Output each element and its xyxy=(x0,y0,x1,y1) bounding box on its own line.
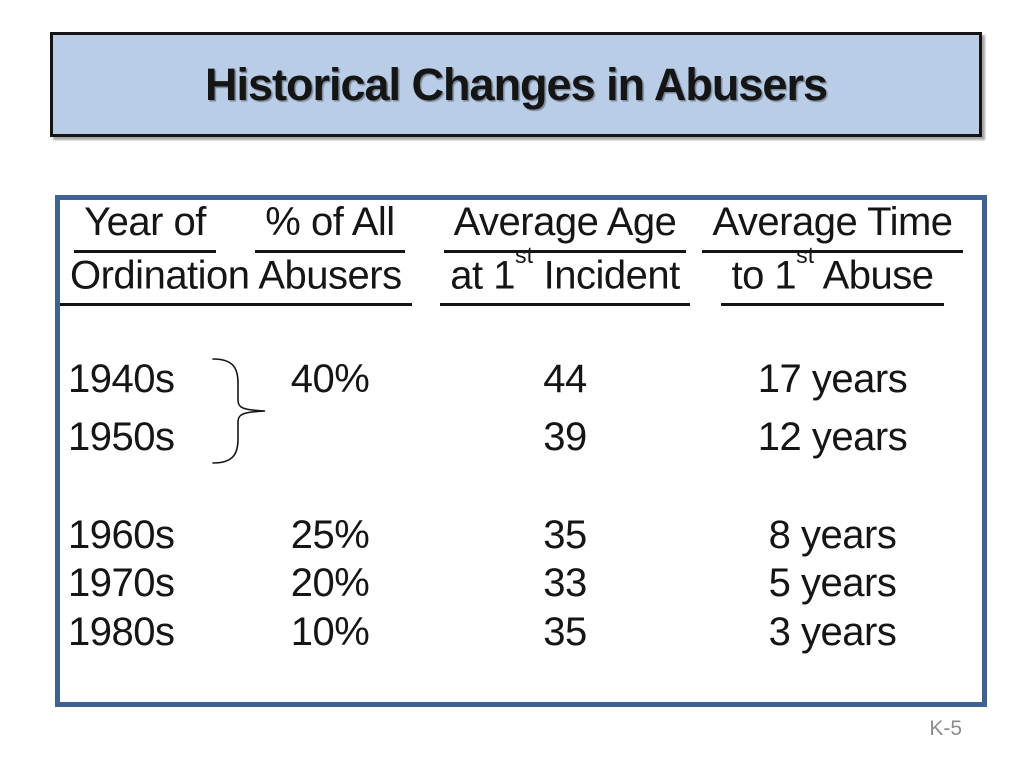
header-age-line1: Average Age xyxy=(430,200,700,253)
header-pct-line1: % of All xyxy=(230,200,430,253)
header-time-line2: to 1st Abuse xyxy=(700,242,965,307)
cell-age: 44 xyxy=(543,356,587,401)
table-header-row-1: Year of % of All Average Age Average Tim… xyxy=(60,200,982,253)
header-age-line2-post: Incident xyxy=(533,253,681,298)
cell-year: 1950s xyxy=(68,414,175,459)
cell-pct: 10% xyxy=(290,609,370,654)
slide-title: Historical Changes in Abusers xyxy=(204,58,828,110)
table-row: 1980s 10% 35 3 years xyxy=(60,604,982,660)
cell-time: 8 years xyxy=(768,512,897,557)
header-age-line1-text: Average Age xyxy=(443,200,687,253)
header-year-line1-text: Year of xyxy=(74,200,216,253)
right-curly-brace-icon xyxy=(212,358,266,464)
table: Year of % of All Average Age Average Tim… xyxy=(60,200,982,702)
cell-pct: 40% xyxy=(290,356,370,401)
table-row: 1960s 25% 35 8 years xyxy=(60,507,982,563)
table-row: 1940s 40% 44 17 years xyxy=(60,351,982,407)
cell-age: 39 xyxy=(543,414,587,459)
title-banner: Historical Changes in Abusers xyxy=(50,32,982,137)
table-box: Year of % of All Average Age Average Tim… xyxy=(55,195,987,707)
header-time-line1: Average Time xyxy=(700,200,965,253)
cell-year: 1970s xyxy=(68,560,175,605)
header-pct-line2: Abusers xyxy=(230,253,430,307)
header-age-line2-pre: at 1 xyxy=(450,253,515,298)
cell-time: 5 years xyxy=(768,560,897,605)
cell-pct: 20% xyxy=(290,560,370,605)
header-age-line2: at 1st Incident xyxy=(430,242,700,307)
table-header-row-2: Ordination Abusers at 1st Incident to 1s… xyxy=(60,242,982,307)
cell-year: 1980s xyxy=(68,609,175,654)
header-time-line2-text: to 1st Abuse xyxy=(721,242,944,307)
cell-time: 12 years xyxy=(757,414,908,459)
table-row: 1970s 20% 33 5 years xyxy=(60,555,982,611)
header-year-line1: Year of xyxy=(60,200,230,253)
cell-age: 35 xyxy=(543,609,587,654)
table-row: 1950s 39 12 years xyxy=(60,409,982,465)
header-pct-line2-text: Abusers xyxy=(248,253,412,307)
header-time-line2-sup: st xyxy=(796,242,815,269)
cell-year: 1960s xyxy=(68,512,175,557)
slide-number: K-5 xyxy=(929,717,962,740)
header-year-line2-pre: Ordination xyxy=(70,253,250,298)
header-year-line2: Ordination xyxy=(60,253,260,307)
cell-age: 35 xyxy=(543,512,587,557)
header-age-line2-sup: st xyxy=(514,242,534,269)
cell-year: 1940s xyxy=(68,356,175,401)
header-pct-line1-text: % of All xyxy=(255,200,405,253)
cell-age: 33 xyxy=(543,560,587,605)
header-time-line2-post: Abuse xyxy=(814,253,934,298)
cell-pct: 25% xyxy=(290,512,370,557)
header-pct-line2-pre: Abusers xyxy=(258,253,402,298)
header-year-line2-text: Ordination xyxy=(60,253,260,307)
cell-time: 3 years xyxy=(768,609,897,654)
cell-time: 17 years xyxy=(757,356,908,401)
header-age-line2-text: at 1st Incident xyxy=(440,242,690,307)
header-time-line2-pre: to 1 xyxy=(731,253,797,298)
header-time-line1-text: Average Time xyxy=(702,200,963,253)
